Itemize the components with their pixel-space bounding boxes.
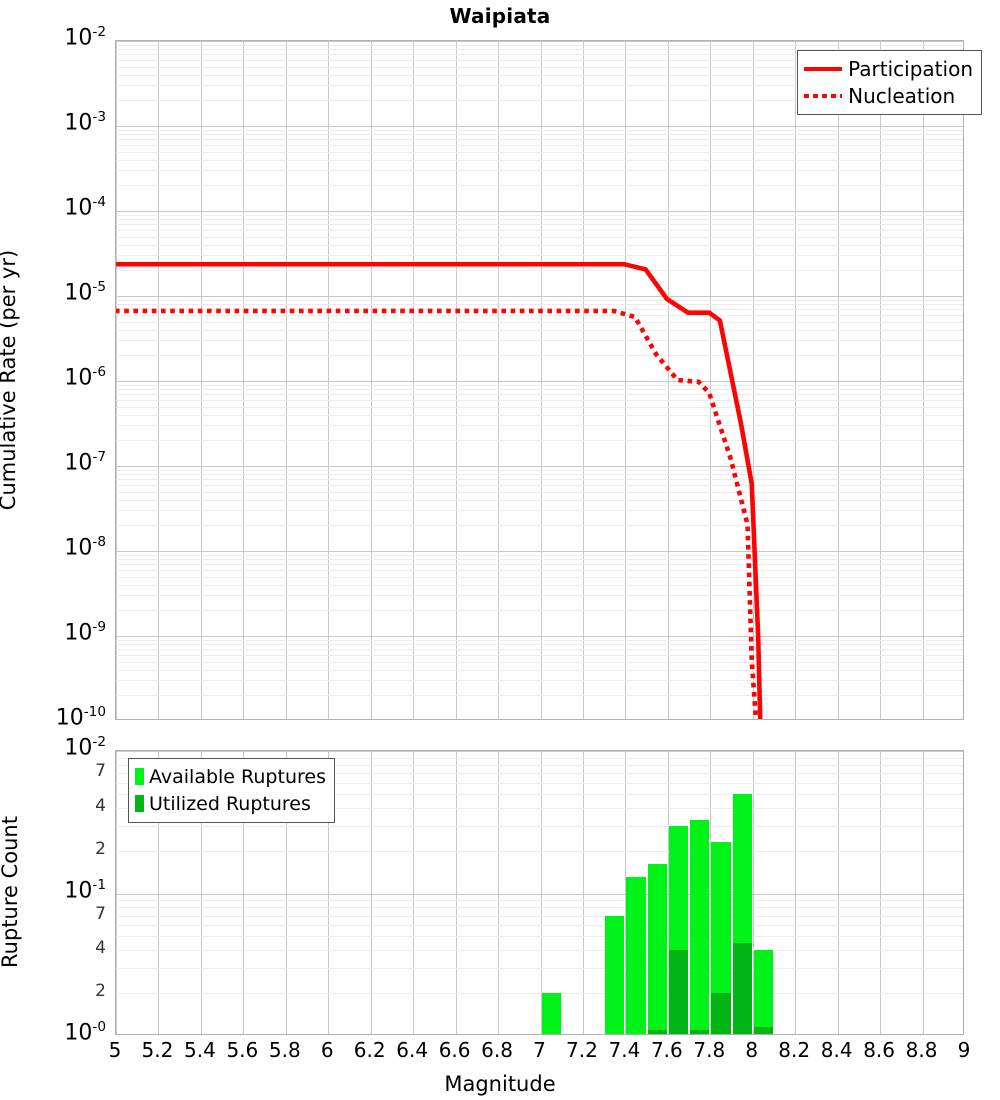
x-tick-label: 5.2 [141, 1038, 174, 1062]
legend-item[interactable]: Participation [804, 55, 973, 82]
y-tick-minor-label: 7 [95, 761, 106, 782]
top-panel-gridlines [116, 41, 963, 719]
x-tick-label: 8.4 [820, 1038, 853, 1062]
bar-utilized-ruptures [732, 942, 752, 1034]
bar-utilized-ruptures [753, 1027, 773, 1034]
page-title: Waipiata [449, 4, 551, 28]
y-tick-label: 10-1 [64, 876, 106, 903]
bar-utilized-ruptures [690, 1030, 710, 1034]
y-tick-minor-label: 2 [95, 838, 106, 859]
y-tick-label: 10-9 [64, 619, 106, 646]
y-tick-minor-label: 2 [95, 981, 106, 1002]
x-tick-label: 6.6 [438, 1038, 471, 1062]
x-tick-label: 7.6 [650, 1038, 683, 1062]
x-tick-label: 5 [108, 1038, 122, 1062]
x-tick-label: 5.6 [226, 1038, 259, 1062]
y-tick-label: 10-2 [64, 734, 106, 761]
legend-item[interactable]: Nucleation [804, 82, 973, 109]
y-tick-label: 10-8 [64, 534, 106, 561]
x-tick-label: 5.8 [268, 1038, 301, 1062]
bar-available-ruptures [626, 877, 646, 1034]
y-tick-label: 10-2 [64, 24, 106, 51]
bar-available-ruptures [541, 993, 561, 1034]
x-tick-label: 6.8 [481, 1038, 513, 1062]
x-tick-label: 8.2 [778, 1038, 811, 1062]
y-tick-minor-label: 7 [95, 903, 106, 924]
color-swatch-icon [135, 795, 144, 812]
bar-available-ruptures [605, 915, 625, 1034]
bar-utilized-ruptures [711, 993, 731, 1034]
x-axis-label: Magnitude [444, 1072, 556, 1096]
y-tick-label: 10-7 [64, 449, 106, 476]
x-tick-label: 5.4 [183, 1038, 216, 1062]
bar-utilized-ruptures [647, 1030, 667, 1034]
y-tick-label: 10-4 [64, 194, 106, 221]
cumulative-rate-plot [115, 40, 964, 720]
y-tick-label: 10-3 [64, 109, 106, 136]
y-tick-minor-label: 4 [95, 938, 106, 959]
bottom-panel-legend: Available Ruptures Utilized Ruptures [128, 758, 335, 823]
color-swatch-icon [135, 768, 144, 785]
x-tick-label: 6.2 [353, 1038, 386, 1062]
legend-label: Utilized Ruptures [149, 792, 311, 815]
y-tick-label: 10-0 [64, 1019, 106, 1046]
y-tick-label: 10-5 [64, 279, 106, 306]
x-tick-label: 7.8 [693, 1038, 726, 1062]
x-tick-label: 7.4 [608, 1038, 641, 1062]
legend-item[interactable]: Utilized Ruptures [135, 790, 326, 817]
x-tick-label: 6.4 [396, 1038, 429, 1062]
x-tick-label: 9 [957, 1038, 971, 1062]
nucleation-curve [116, 308, 759, 719]
x-tick-label: 8.6 [863, 1038, 895, 1062]
legend-label: Available Ruptures [149, 765, 326, 788]
bar-available-ruptures [690, 819, 710, 1034]
x-tick-label: 8.8 [905, 1038, 938, 1062]
legend-label: Participation [848, 56, 973, 81]
bar-available-ruptures [647, 864, 667, 1034]
bar-available-ruptures [711, 841, 731, 1034]
solid-line-icon [804, 62, 843, 76]
legend-label: Nucleation [848, 83, 956, 108]
x-tick-label: 7 [533, 1038, 546, 1062]
y-tick-label: 10-6 [64, 364, 106, 391]
x-tick-label: 7.2 [566, 1038, 598, 1062]
dotted-line-icon [804, 89, 843, 103]
x-tick-label: 8 [745, 1038, 759, 1062]
y-tick-label: 10-10 [55, 704, 106, 731]
bottom-panel-gridlines [116, 751, 963, 1034]
legend-item[interactable]: Available Ruptures [135, 763, 326, 790]
participation-curve [116, 261, 763, 719]
top-panel-legend: Participation Nucleation [797, 50, 982, 115]
x-tick-label: 6 [320, 1038, 334, 1062]
bar-utilized-ruptures [668, 950, 689, 1034]
bar-available-ruptures [753, 950, 773, 1034]
y-tick-minor-label: 4 [95, 795, 106, 816]
